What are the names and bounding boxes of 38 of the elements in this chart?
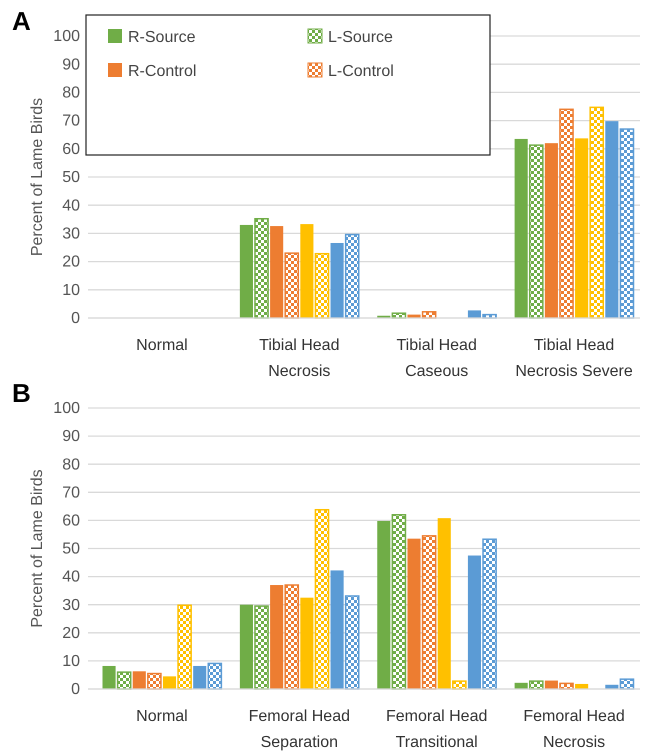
y-tick-label: 30 <box>62 226 80 243</box>
y-tick-label: 0 <box>71 310 80 328</box>
x-tick-label: Tibial Head Caseous <box>396 337 477 380</box>
chart-title: B <box>12 378 31 408</box>
y-tick-label: 60 <box>62 140 80 158</box>
legend-label: L-Source <box>328 29 394 46</box>
legend-label: R-Source <box>128 29 196 46</box>
y-tick-label: 20 <box>62 624 80 642</box>
y-tick-label: 30 <box>62 596 80 614</box>
y-tick-label: 40 <box>62 197 80 214</box>
x-tick-label: Normal <box>136 337 188 354</box>
y-tick-label: 50 <box>62 540 80 558</box>
y-tick-label: 90 <box>62 56 80 74</box>
y-tick-label: 40 <box>62 568 80 586</box>
x-tick-label: Femoral Head Separation <box>248 708 350 751</box>
y-axis-title: Percent of Lame Birds <box>29 469 46 628</box>
x-tick-label: Tibial Head Necrosis Severe <box>515 337 633 380</box>
chart-title: A <box>12 6 31 36</box>
y-tick-label: 90 <box>62 428 80 446</box>
y-tick-label: 10 <box>62 282 80 299</box>
x-tick-label: Normal <box>136 708 188 725</box>
y-tick-label: 70 <box>62 484 80 502</box>
legend-label: R-Control <box>128 63 196 80</box>
y-tick-label: 0 <box>71 681 80 698</box>
y-tick-label: 80 <box>62 84 80 102</box>
x-tick-label: Femoral Head Necrosis <box>523 708 625 751</box>
y-tick-label: 60 <box>62 512 80 530</box>
y-tick-label: 20 <box>62 254 80 271</box>
y-axis-title: Percent of Lame Birds <box>29 98 46 256</box>
y-tick-label: 10 <box>62 653 80 670</box>
x-tick-label: Tibial Head Necrosis <box>259 337 340 380</box>
y-tick-label: 80 <box>62 456 80 474</box>
y-tick-label: 100 <box>53 400 80 418</box>
y-tick-label: 100 <box>53 28 80 46</box>
y-tick-label: 70 <box>62 112 80 130</box>
legend-label: L-Control <box>328 63 394 80</box>
x-tick-label: Femoral Head Transitional <box>386 708 488 751</box>
y-tick-label: 50 <box>62 169 80 186</box>
